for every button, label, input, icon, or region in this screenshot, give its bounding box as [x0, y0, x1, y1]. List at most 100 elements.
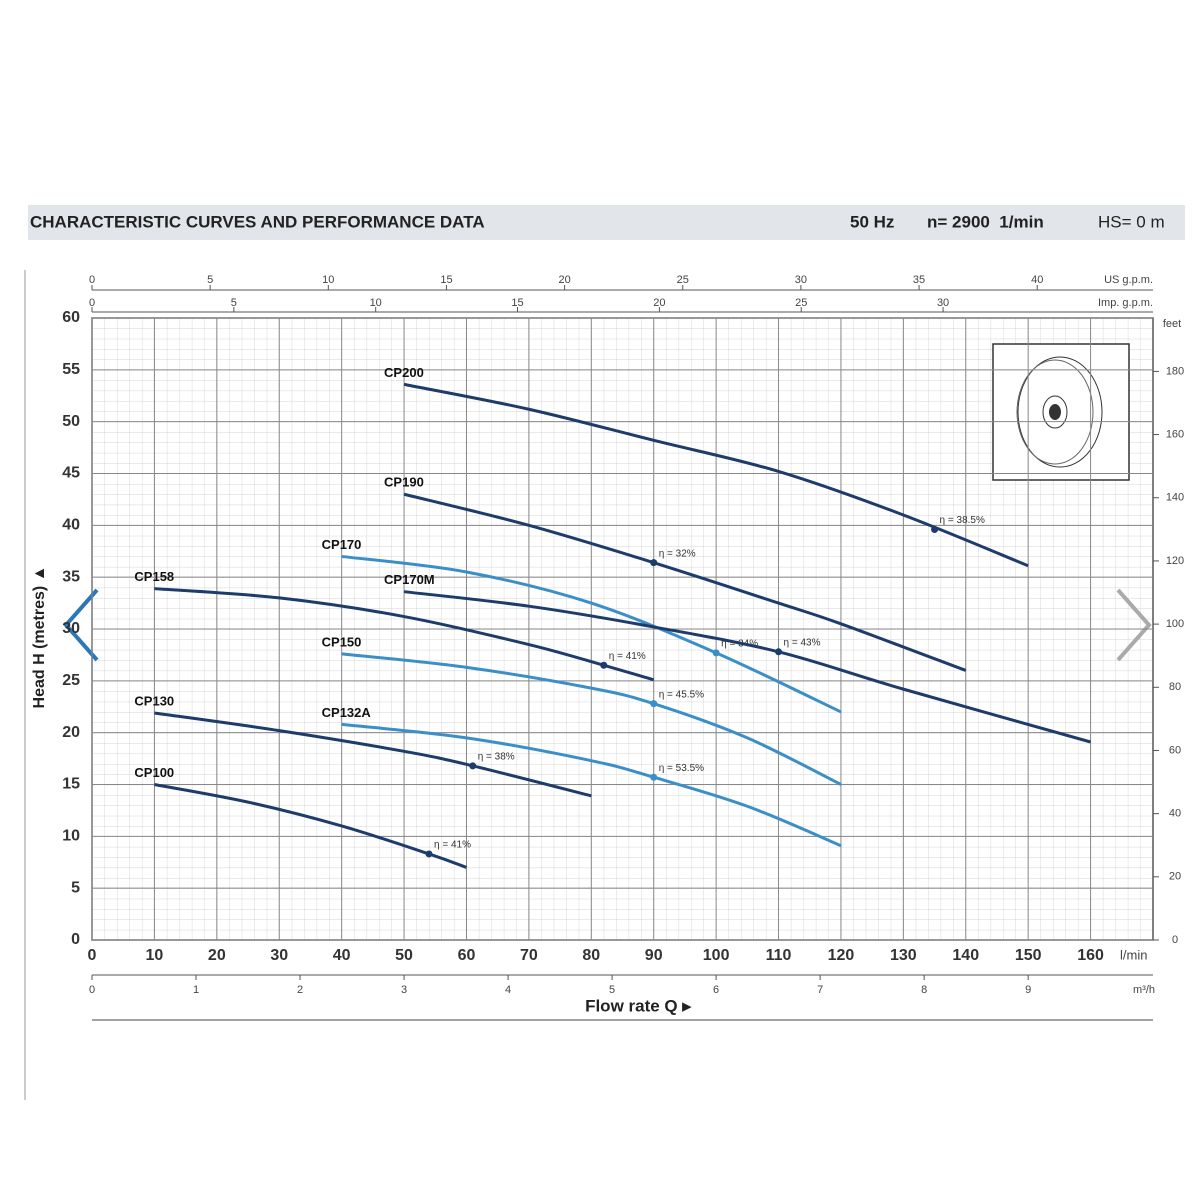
top-tick-label: 30: [795, 274, 807, 286]
curve-name: CP170M: [384, 572, 435, 587]
efficiency-point: [650, 700, 658, 708]
x-tick-label: 150: [1015, 947, 1042, 964]
chart-title: CHARACTERISTIC CURVES AND PERFORMANCE DA…: [30, 212, 485, 231]
top-tick-label: 25: [677, 274, 689, 286]
x-tick-label: 90: [645, 947, 663, 964]
efficiency-label: η = 41%: [434, 840, 471, 851]
y-tick-label: 15: [62, 776, 80, 793]
pump-curve: [341, 722, 842, 848]
right-tick-label: 60: [1169, 744, 1181, 756]
curve-name: CP132A: [322, 705, 372, 720]
y-tick-label: 45: [62, 465, 80, 482]
curve-name: CP200: [384, 365, 424, 380]
right-tick-label: 160: [1166, 428, 1184, 440]
top-tick-label: 20: [558, 274, 570, 286]
efficiency-point: [650, 559, 658, 567]
efficiency-label: η = 43%: [784, 637, 821, 648]
right-tick-label: 120: [1166, 555, 1184, 567]
efficiency-point: [712, 649, 720, 657]
right-tick-label: 20: [1169, 871, 1181, 883]
next-arrow[interactable]: [1116, 588, 1152, 662]
bottom-axis-unit: m³/h: [1133, 984, 1155, 996]
pump-curve: [341, 652, 842, 786]
y-tick-label: 40: [62, 517, 80, 534]
x-tick-label: 120: [828, 947, 855, 964]
efficiency-point: [469, 762, 477, 770]
top-tick-label: 5: [231, 297, 237, 309]
right-axis-unit: feet: [1163, 318, 1181, 330]
y-axis-label: Head H (metres) ▲: [31, 566, 48, 709]
x-tick-label: 10: [146, 947, 164, 964]
pump-curve: [154, 783, 467, 869]
curve-name: CP150: [322, 634, 362, 649]
top-tick-label: 5: [207, 274, 213, 286]
y-tick-label: 55: [62, 361, 80, 378]
bottom-tick-label: 3: [401, 984, 407, 996]
x-tick-label: 40: [333, 947, 351, 964]
x-tick-label: 50: [395, 947, 413, 964]
bottom-tick-label: 4: [505, 984, 511, 996]
bottom-tick-label: 8: [921, 984, 927, 996]
efficiency-label: η = 32%: [659, 548, 696, 559]
right-tick-label: 180: [1166, 365, 1184, 377]
y-tick-label: 10: [62, 828, 80, 845]
suction: HS= 0 m: [1098, 212, 1165, 231]
efficiency-point: [600, 661, 608, 669]
y-tick-label: 50: [62, 413, 80, 430]
top-tick-label: 35: [913, 274, 925, 286]
curve-name: CP130: [134, 693, 174, 708]
bottom-tick-label: 7: [817, 984, 823, 996]
x-tick-label: 0: [88, 947, 97, 964]
x-tick-label: 160: [1077, 947, 1104, 964]
efficiency-point: [931, 525, 939, 533]
top-tick-label: 0: [89, 297, 95, 309]
x-tick-label: 80: [582, 947, 600, 964]
top-tick-label: 15: [511, 297, 523, 309]
y-tick-label: 5: [71, 879, 80, 896]
pump-curve: [154, 711, 592, 798]
bottom-tick-label: 0: [89, 984, 95, 996]
top-tick-label: 40: [1031, 274, 1043, 286]
pump-curve: [403, 492, 967, 672]
pump-curve: [403, 590, 1091, 744]
impeller-image: [992, 343, 1130, 481]
x-tick-label: 70: [520, 947, 538, 964]
frequency: 50 Hz: [850, 212, 894, 231]
right-tick-label: 0: [1172, 934, 1178, 946]
x-tick-label: 60: [458, 947, 476, 964]
top-tick-label: 0: [89, 274, 95, 286]
y-tick-label: 25: [62, 672, 80, 689]
top-axis-unit: Imp. g.p.m.: [1098, 297, 1153, 309]
header-bar: [28, 205, 1185, 240]
x-tick-label: 100: [703, 947, 730, 964]
bottom-tick-label: 5: [609, 984, 615, 996]
top-tick-label: 30: [937, 297, 949, 309]
top-tick-label: 10: [370, 297, 382, 309]
curve-name: CP158: [134, 569, 174, 584]
efficiency-label: η = 38.5%: [940, 515, 985, 526]
x-unit: l/min: [1120, 947, 1147, 962]
x-tick-label: 20: [208, 947, 226, 964]
right-tick-label: 100: [1166, 618, 1184, 630]
x-tick-label: 110: [766, 947, 792, 964]
top-tick-label: 10: [322, 274, 334, 286]
right-tick-label: 40: [1169, 808, 1181, 820]
top-tick-label: 20: [653, 297, 665, 309]
right-tick-label: 140: [1166, 492, 1184, 504]
y-tick-label: 0: [71, 931, 80, 948]
prev-arrow[interactable]: [63, 588, 99, 662]
y-tick-label: 35: [62, 568, 80, 585]
x-tick-label: 140: [952, 947, 979, 964]
speed: n= 2900 1/min: [927, 212, 1044, 231]
x-tick-label: 30: [270, 947, 288, 964]
top-tick-label: 15: [440, 274, 452, 286]
bottom-tick-label: 9: [1025, 984, 1031, 996]
efficiency-label: η = 53.5%: [659, 763, 704, 774]
x-axis-label: Flow rate Q ▸: [585, 996, 692, 1015]
bottom-tick-label: 2: [297, 984, 303, 996]
efficiency-point: [425, 850, 433, 858]
y-tick-label: 60: [62, 309, 80, 326]
right-tick-label: 80: [1169, 681, 1181, 693]
x-tick-label: 130: [890, 947, 917, 964]
bottom-tick-label: 1: [193, 984, 199, 996]
